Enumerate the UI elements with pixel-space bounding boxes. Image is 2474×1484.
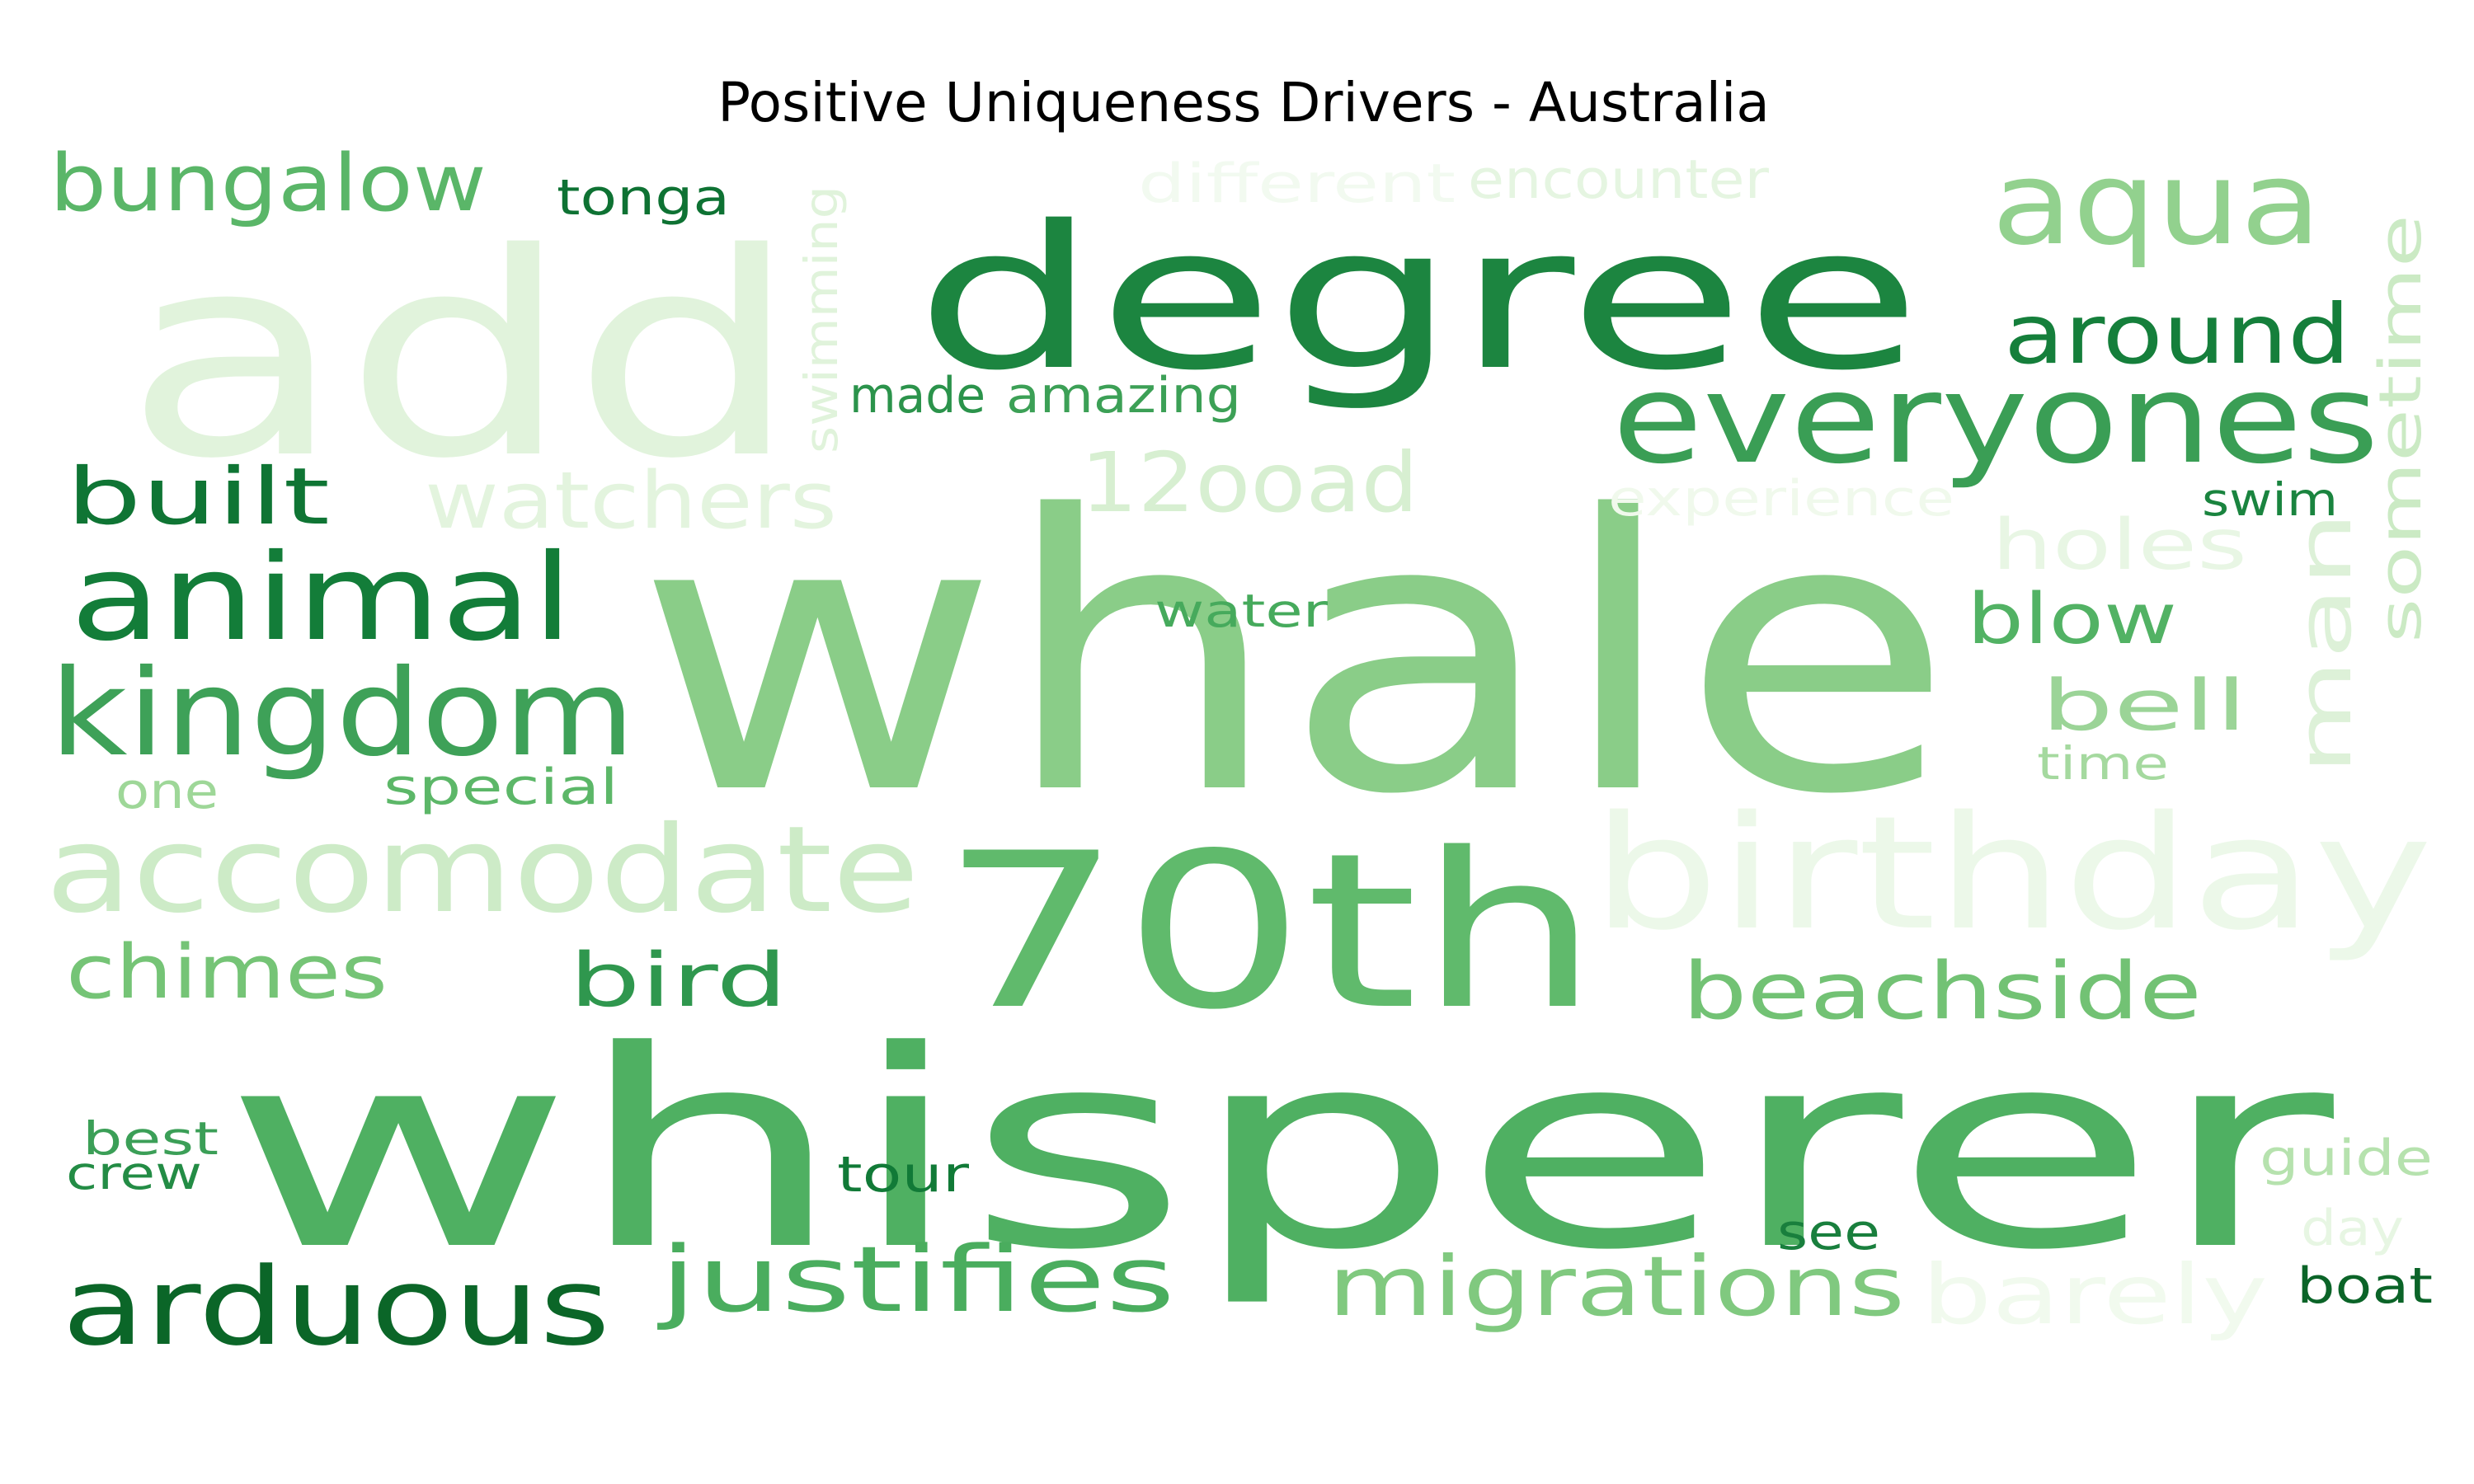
word-crew: crew	[66, 1147, 202, 1200]
word-barely: barely	[1921, 1247, 2268, 1343]
word-migrations: migrations	[1328, 1238, 1905, 1335]
word-different: different	[1138, 153, 1456, 215]
word-experience: experience	[1608, 470, 1954, 528]
word-birthday: birthday	[1592, 782, 2433, 965]
word-whale: whale	[635, 436, 1954, 877]
word-tonga: tonga	[557, 169, 730, 227]
word-day: day	[2301, 1200, 2404, 1257]
word-sometime: sometime	[2367, 214, 2434, 643]
word-swim: swim	[2202, 473, 2338, 526]
word-made: made	[849, 367, 985, 425]
word-blow: blow	[1967, 579, 2177, 660]
word-beachside: beachside	[1682, 946, 2202, 1037]
word-tour: tour	[837, 1146, 969, 1204]
word-justifies: justifies	[657, 1227, 1175, 1332]
word-man: man	[2282, 511, 2368, 775]
word-time: time	[2037, 737, 2169, 790]
word-encounter: encounter	[1468, 149, 1769, 211]
word-bird: bird	[569, 937, 788, 1024]
word-chimes: chimes	[66, 929, 388, 1016]
word-everyones: everyones	[1612, 348, 2379, 491]
word-add: add	[124, 194, 800, 520]
word-water: water	[1155, 585, 1329, 637]
word-70th: 70th	[940, 808, 1600, 1057]
word-see: see	[1777, 1204, 1880, 1261]
word-12ooad: 12ooad	[1080, 434, 1418, 531]
word-around: around	[2004, 286, 2350, 383]
word-amazing: amazing	[1006, 367, 1241, 425]
word-guide: guide	[2260, 1129, 2433, 1187]
word-swimming: swimming	[795, 186, 848, 453]
word-best: best	[82, 1112, 219, 1165]
word-watchers: watchers	[425, 456, 837, 547]
word-aqua: aqua	[1992, 137, 2321, 271]
word-arduous: arduous	[62, 1244, 610, 1369]
word-degree: degree	[915, 183, 1921, 414]
word-kingdom: kingdom	[49, 644, 635, 783]
word-built: built	[66, 452, 330, 542]
word-bell: bell	[2041, 665, 2247, 747]
word-special: special	[383, 758, 618, 816]
chart-title: Positive Uniqueness Drivers - Australia	[717, 71, 1770, 134]
word-animal: animal	[70, 528, 573, 668]
word-boat: boat	[2297, 1257, 2433, 1315]
word-holes: holes	[1992, 505, 2247, 586]
word-bungalow: bungalow	[49, 139, 487, 229]
word-one: one	[115, 763, 219, 820]
word-accomodate: accomodate	[45, 801, 920, 940]
word-whisperer: whisperer	[223, 993, 2339, 1309]
